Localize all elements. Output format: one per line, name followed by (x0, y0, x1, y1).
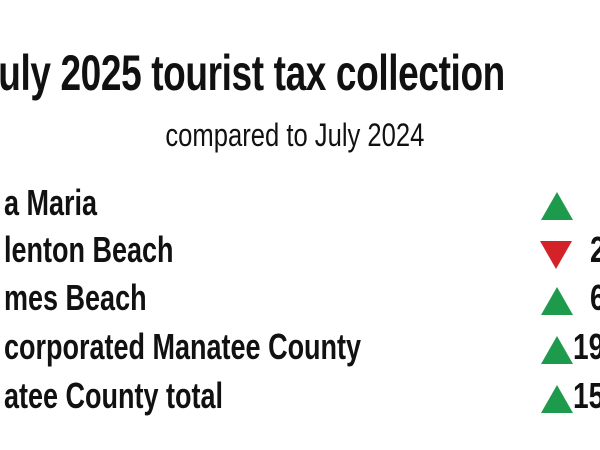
up-arrow-icon (541, 385, 573, 413)
row-label: mes Beach (4, 277, 147, 318)
row-bradenton-beach: lenton Beach 2 (0, 229, 600, 273)
up-arrow-icon (541, 336, 573, 364)
title: July 2025 tourist tax collection (0, 45, 505, 101)
row-label: atee County total (4, 375, 224, 416)
down-arrow-icon (540, 241, 572, 269)
row-label: a Maria (4, 182, 98, 223)
subtitle-text: compared to July 2024 (165, 117, 425, 153)
row-value: 6 (590, 277, 600, 319)
row-label: corporated Manatee County (4, 326, 362, 367)
row-anna-maria: a Maria (0, 182, 600, 226)
row-value: 2 (590, 229, 600, 271)
up-arrow-icon (541, 192, 573, 220)
row-holmes-beach: mes Beach 6 (0, 277, 600, 321)
row-value: 15 (573, 375, 600, 416)
row-manatee-county-total: atee County total 15 (0, 375, 600, 419)
row-unincorporated-manatee-county: corporated Manatee County 19 (0, 326, 600, 370)
row-label: lenton Beach (4, 229, 174, 270)
row-value: 19 (573, 326, 600, 367)
up-arrow-icon (541, 287, 573, 315)
subtitle: compared to July 2024 (0, 117, 590, 154)
